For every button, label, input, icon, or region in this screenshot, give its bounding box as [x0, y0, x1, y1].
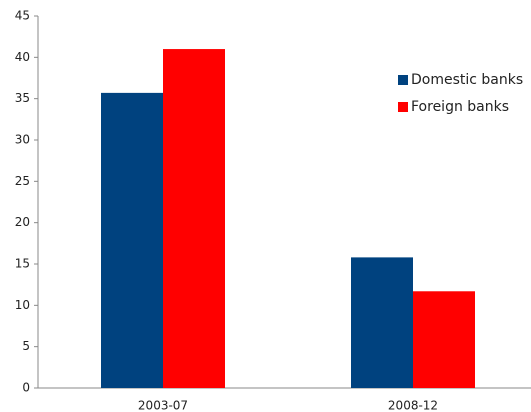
y-tick-label: 0 [22, 381, 30, 395]
legend-label: Foreign banks [411, 99, 509, 115]
bar [163, 49, 225, 389]
y-tick-label: 40 [15, 50, 30, 64]
bar [413, 291, 475, 388]
y-tick-label: 15 [15, 257, 30, 271]
bar [101, 92, 163, 388]
x-tick-label: 2003-07 [138, 399, 188, 412]
y-tick-label: 25 [15, 174, 30, 188]
legend-swatch [398, 75, 408, 85]
y-tick-label: 5 [22, 339, 30, 353]
legend: Domestic banks Foreign banks [398, 72, 523, 115]
bar [351, 257, 413, 388]
legend-swatch [398, 102, 408, 112]
y-tick-label: 35 [15, 91, 30, 105]
y-tick-label: 30 [15, 133, 30, 147]
y-tick-label: 45 [15, 9, 30, 23]
x-tick-label: 2008-12 [388, 399, 438, 412]
y-tick-label: 20 [15, 215, 30, 229]
legend-label: Domestic banks [411, 72, 523, 88]
y-tick-label: 10 [15, 298, 30, 312]
